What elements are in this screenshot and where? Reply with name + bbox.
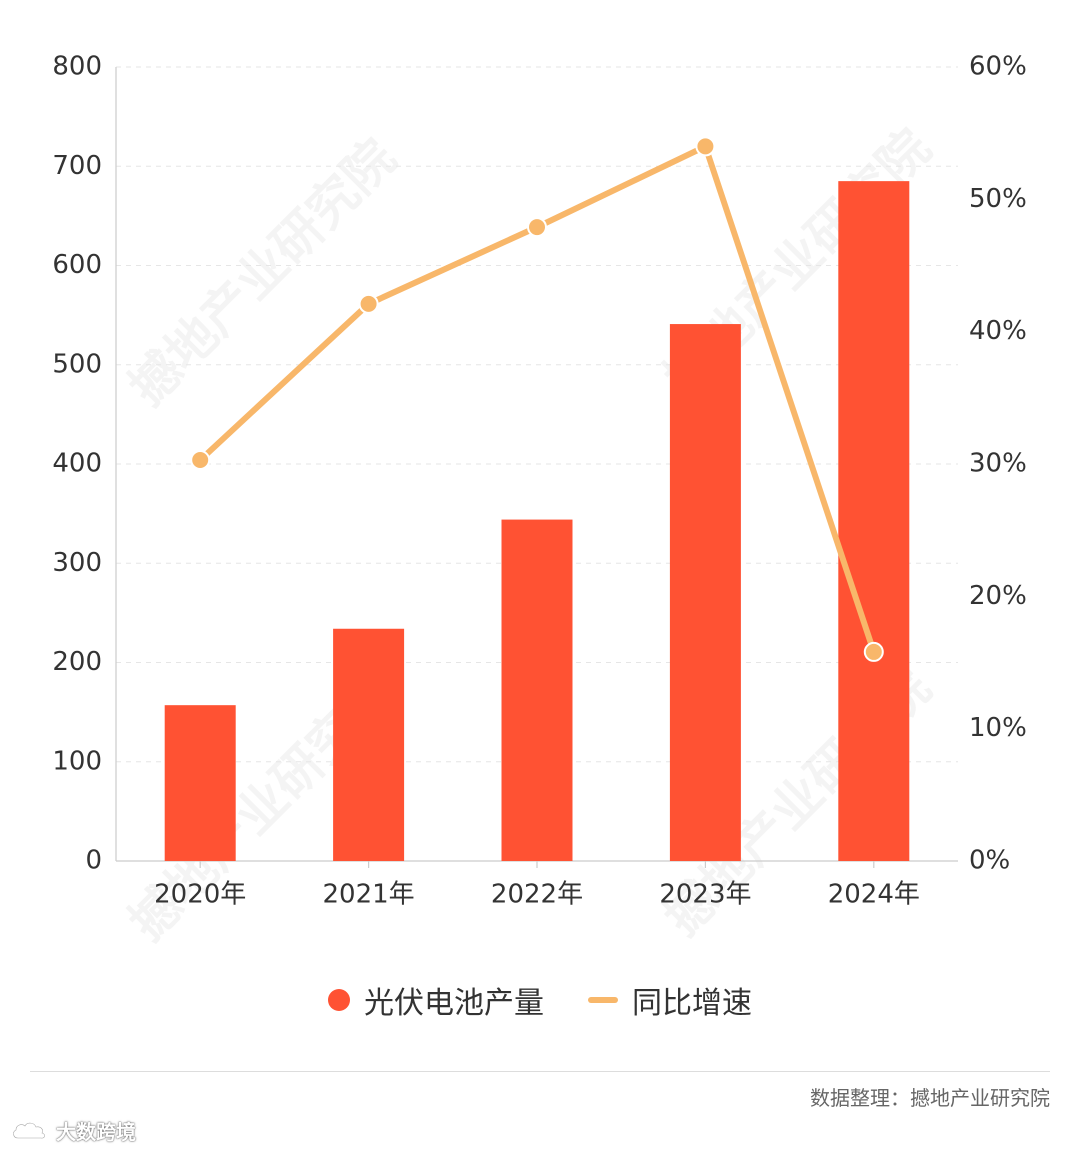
bar-2023年 [669,324,741,861]
legend-line-label: 同比增速 [632,986,752,1021]
x-tick-label: 2024年 [828,880,920,910]
x-tick-label: 2020年 [154,880,246,910]
y-left-tick-label: 500 [52,349,102,379]
x-tick-label: 2021年 [323,880,415,910]
tick-labels: 0 100 200 300 400 500 600 700 800 0% 10% 20% 30% 40% 5… [52,52,1026,910]
y-left-tick-label: 300 [52,548,102,578]
growth-point-2021年 [358,293,379,314]
x-tick-label: 2023年 [659,880,751,910]
bar-2021年 [333,628,405,861]
legend-bar-label: 光伏电池产量 [364,986,544,1021]
legend-item-bar[interactable]: 光伏电池产量 [328,978,544,1022]
y-right-tick-label: 0% [969,846,1010,876]
bar-2024年 [838,181,910,861]
legend-bar-marker [328,989,350,1011]
y-left-tick-label: 800 [52,52,102,82]
y-left-tick-label: 200 [52,647,102,677]
growth-point-2022年 [527,217,547,238]
y-left-tick-label: 700 [52,151,102,181]
bar-2022年 [501,519,573,861]
legend: 光伏电池产量 同比增速 [0,975,1080,1025]
y-right-tick-label: 50% [969,184,1027,214]
y-right-tick-label: 60% [969,52,1027,82]
y-left-tick-label: 600 [52,250,102,280]
cloud-icon [12,1121,46,1139]
y-left-tick-label: 400 [52,449,102,479]
y-right-tick-label: 10% [969,713,1027,743]
growth-point-2023年 [695,136,716,157]
y-left-tick-label: 100 [52,746,102,776]
growth-point-2020年 [190,450,211,471]
y-right-tick-label: 30% [969,449,1027,479]
y-right-tick-label: 20% [969,581,1027,611]
legend-line-marker [588,997,618,1003]
y-left-tick-label: 0 [85,846,102,876]
platform-watermark: 大数跨境 [10,1116,136,1145]
y-right-tick-label: 40% [969,316,1027,346]
bar-series [164,181,910,861]
watermark-text-1: 撼地产业研究院 [118,128,406,416]
growth-point-2024年 [863,641,884,662]
bar-2020年 [164,705,236,861]
line-series [190,136,884,662]
legend-item-line[interactable]: 同比增速 [588,978,752,1022]
x-tick-label: 2022年 [491,880,583,910]
source-note: 数据整理：撼地产业研究院 [810,1086,1050,1110]
footer-divider [30,1071,1050,1072]
platform-label: 大数跨境 [56,1120,136,1144]
